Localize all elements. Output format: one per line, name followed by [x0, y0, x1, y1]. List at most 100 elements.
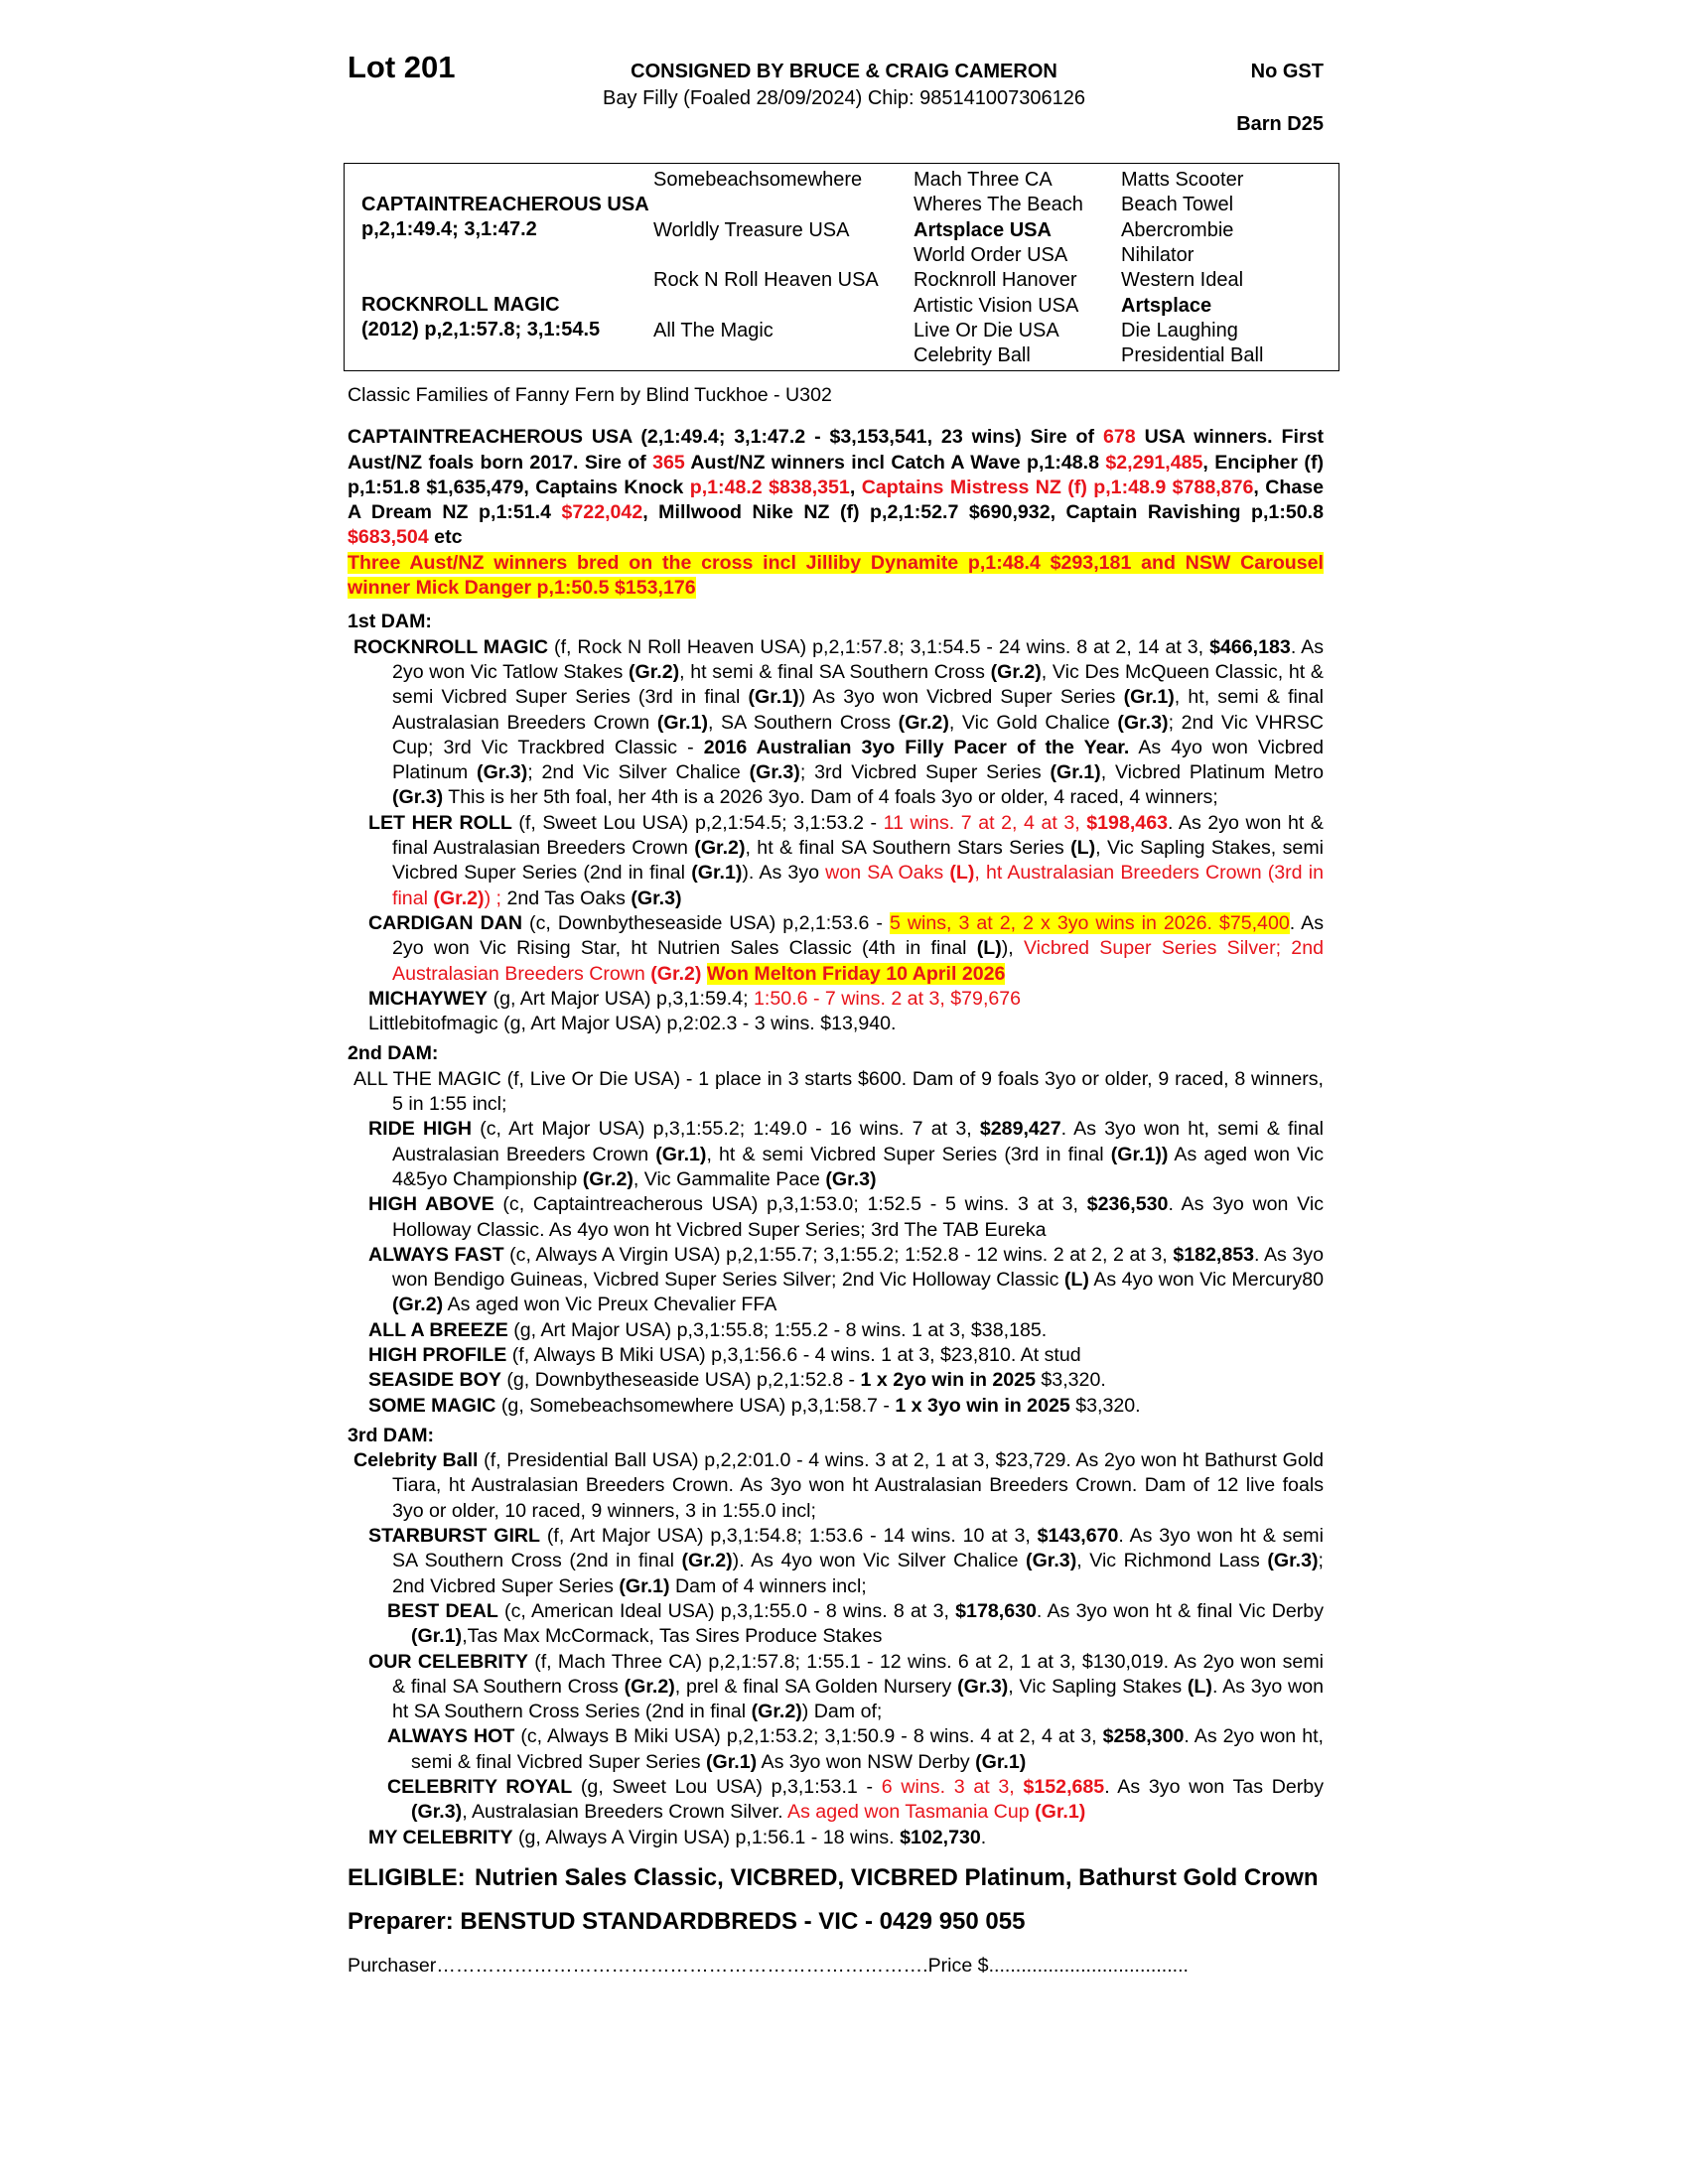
text-run: (L): [1187, 1675, 1212, 1698]
text-run: ) Dam of;: [801, 1701, 883, 1723]
text-run: , ht & semi Vicbred Super Series (3rd in…: [706, 1143, 1111, 1165]
text-run: Dam of 4 winners incl;: [669, 1574, 867, 1597]
text-run: As 4yo won Vic Mercury80: [1088, 1269, 1324, 1292]
section-heading: 1st DAM:: [348, 611, 432, 633]
text-run: (Gr.2): [433, 887, 485, 909]
text-run: , Encipher (f) p,1:51.8 $1,635,479, Capt…: [348, 451, 1324, 498]
text-run: $236,530: [1086, 1193, 1169, 1216]
fourth-generation: Die Laughing: [1121, 319, 1238, 341]
text-run: $178,630: [955, 1599, 1037, 1622]
sire-record: p,2,1:49.4; 3,1:47.2: [361, 218, 537, 240]
text-run: (Gr.3): [392, 786, 444, 809]
text-run: (Gr.1)): [1110, 1143, 1169, 1165]
text-run: ). As 4yo won Vic Silver Chalice: [732, 1550, 1027, 1572]
text-run: (Gr.1): [655, 1143, 707, 1165]
fourth-generation: Beach Towel: [1121, 194, 1234, 216]
text-run: $2,291,485: [1105, 451, 1203, 474]
text-run: This is her 5th foal, her 4th is a 2026 …: [443, 786, 1218, 809]
text-run: $152,685: [1023, 1776, 1105, 1799]
text-run: . As 3yo won Bendigo Guineas, Vicbred Su…: [392, 1243, 1324, 1292]
text-run: 1 x 2yo win in 2025: [860, 1369, 1036, 1392]
text-run: ) ;: [484, 887, 501, 909]
text-run: (Gr.1): [1035, 1801, 1086, 1824]
grandparent: Worldly Treasure USA: [653, 218, 850, 241]
text-run: ; 2nd Vic Silver Chalice: [527, 761, 750, 784]
fourth-generation: Presidential Ball: [1121, 344, 1264, 367]
text-run: LET HER ROLL: [368, 811, 512, 834]
text-run: (g, Art Major USA) p,3,1:55.8; 1:55.2 - …: [507, 1318, 1048, 1341]
text-run: , Vicbred Platinum Metro: [1100, 761, 1324, 784]
text-run: (Gr.2): [681, 1550, 733, 1572]
great-grandparent: Rocknroll Hanover: [914, 269, 1077, 292]
text-run: (c, Always B Miki USA) p,2,1:53.2; 3,1:5…: [514, 1725, 1103, 1748]
pedigree-entry: RIDE HIGH (c, Art Major USA) p,3,1:55.2;…: [348, 1117, 1324, 1192]
text-run: (Gr.1): [975, 1750, 1027, 1773]
text-run: CARDIGAN DAN: [368, 911, 523, 934]
barn: Barn D25: [1236, 113, 1324, 135]
text-run: , Australasian Breeders Crown Silver.: [462, 1801, 787, 1824]
text-run: , ht Australasian Breeders Crown (3rd in…: [392, 862, 1324, 909]
text-run: , Vic Gold Chalice: [948, 711, 1118, 734]
text-run: , ht semi & final SA Southern Cross: [679, 660, 991, 683]
fourth-generation: Nihilator: [1121, 243, 1195, 266]
dam: ROCKNROLL MAGIC: [361, 294, 560, 316]
purchaser: Purchaser………………………………………………………………….Price…: [348, 1954, 1189, 1977]
fourth-generation: Abercrombie: [1121, 218, 1234, 241]
text-run: , Vic Richmond Lass: [1076, 1550, 1268, 1572]
text-run: MICHAYWEY: [368, 987, 489, 1010]
pedigree-entry: Littlebitofmagic (g, Art Major USA) p,2:…: [348, 1012, 1324, 1036]
text-run: ),: [1001, 937, 1024, 960]
text-run: (Gr.1): [619, 1574, 670, 1597]
pedigree-entry: MICHAYWEY (g, Art Major USA) p,3,1:59.4;…: [348, 987, 1324, 1012]
text-run: (f, Rock N Roll Heaven USA) p,2,1:57.8; …: [548, 635, 1210, 658]
text-run: (Gr.3): [825, 1167, 877, 1190]
text-run: , Vic Des McQueen Classic, ht & semi Vic…: [392, 660, 1324, 709]
text-run: Vicbred Super Series Silver; 2nd Austral…: [392, 937, 1324, 985]
text-run: $722,042: [561, 501, 643, 524]
pedigree-entry: MY CELEBRITY (g, Always A Virgin USA) p,…: [348, 1826, 1324, 1850]
text-run: 11 wins. 7 at 2, 4 at 3,: [883, 811, 1087, 834]
text-run: (L): [976, 937, 1002, 960]
text-run: . As 2yo won ht, semi & final Vicbred Su…: [411, 1725, 1324, 1773]
document-body: Classic Families of Fanny Fern by Blind …: [348, 383, 1324, 1979]
text-run: As aged won Vic 4&5yo Championship: [392, 1143, 1324, 1190]
preparer: Preparer: BENSTUD STANDARDBREDS - VIC - …: [348, 1908, 1324, 1936]
text-run: (f, Always B Miki USA) p,3,1:56.6 - 4 wi…: [506, 1343, 1081, 1366]
text-run: .: [980, 1826, 987, 1848]
text-run: won SA Oaks: [825, 862, 950, 885]
dam-record: (2012) p,2,1:57.8; 3,1:54.5: [361, 319, 601, 341]
text-run: , Vic Sapling Stakes: [1008, 1675, 1188, 1698]
sire-note: CAPTAINTREACHEROUS USA (2,1:49.4; 3,1:47…: [348, 425, 1324, 550]
text-run: 1 x 3yo win in 2025: [895, 1394, 1070, 1417]
text-run: ALWAYS FAST: [368, 1243, 504, 1266]
text-run: (Gr.3): [477, 761, 528, 784]
text-run: , Vic Gammalite Pace: [633, 1167, 826, 1190]
pedigree-entry: ALL A BREEZE (g, Art Major USA) p,3,1:55…: [348, 1318, 1324, 1343]
pedigree-entry: ALWAYS FAST (c, Always A Virgin USA) p,2…: [348, 1243, 1324, 1318]
pedigree-entry: HIGH PROFILE (f, Always B Miki USA) p,3,…: [348, 1343, 1324, 1368]
text-run: (Gr.3): [631, 887, 682, 909]
pedigree-entry: ALWAYS HOT (c, Always B Miki USA) p,2,1:…: [348, 1724, 1324, 1775]
text-run: ALL THE MAGIC (f, Live Or Die USA) - 1 p…: [353, 1067, 1324, 1116]
text-run: (Gr.2): [898, 711, 949, 734]
text-run: ROCKNROLL MAGIC: [353, 635, 549, 658]
pedigree-entry: LET HER ROLL (f, Sweet Lou USA) p,2,1:54…: [348, 811, 1324, 911]
sire: CAPTAINTREACHEROUS USA: [361, 194, 649, 215]
grandparent: Somebeachsomewhere: [653, 169, 863, 191]
text-run: $3,320.: [1035, 1369, 1106, 1392]
text-run: , Chase A Dream NZ p,1:51.4: [348, 476, 1325, 524]
pedigree-entry: SOME MAGIC (g, Somebeachsomewhere USA) p…: [348, 1394, 1324, 1419]
pedigree-entry: CELEBRITY ROYAL (g, Sweet Lou USA) p,3,1…: [348, 1775, 1324, 1826]
text-run: . As 3yo won Tas Derby: [1104, 1776, 1324, 1799]
text-run: (Gr.2): [392, 1294, 444, 1316]
text-run: $198,463: [1086, 811, 1168, 834]
text-run: (Gr.3): [1117, 711, 1169, 734]
text-run: Aust/NZ winners incl Catch A Wave p,1:48…: [684, 451, 1106, 474]
text-run: 5 wins, 3 at 2, 2 x 3yo wins in 2026. $7…: [889, 911, 1290, 934]
gst: No GST: [1250, 61, 1324, 82]
text-run: $683,504: [348, 526, 429, 549]
text-run: . As 2yo won Vic Tatlow Stakes: [392, 635, 1324, 683]
great-grandparent: Artsplace USA: [914, 218, 1052, 241]
text-run: ,: [849, 476, 862, 498]
